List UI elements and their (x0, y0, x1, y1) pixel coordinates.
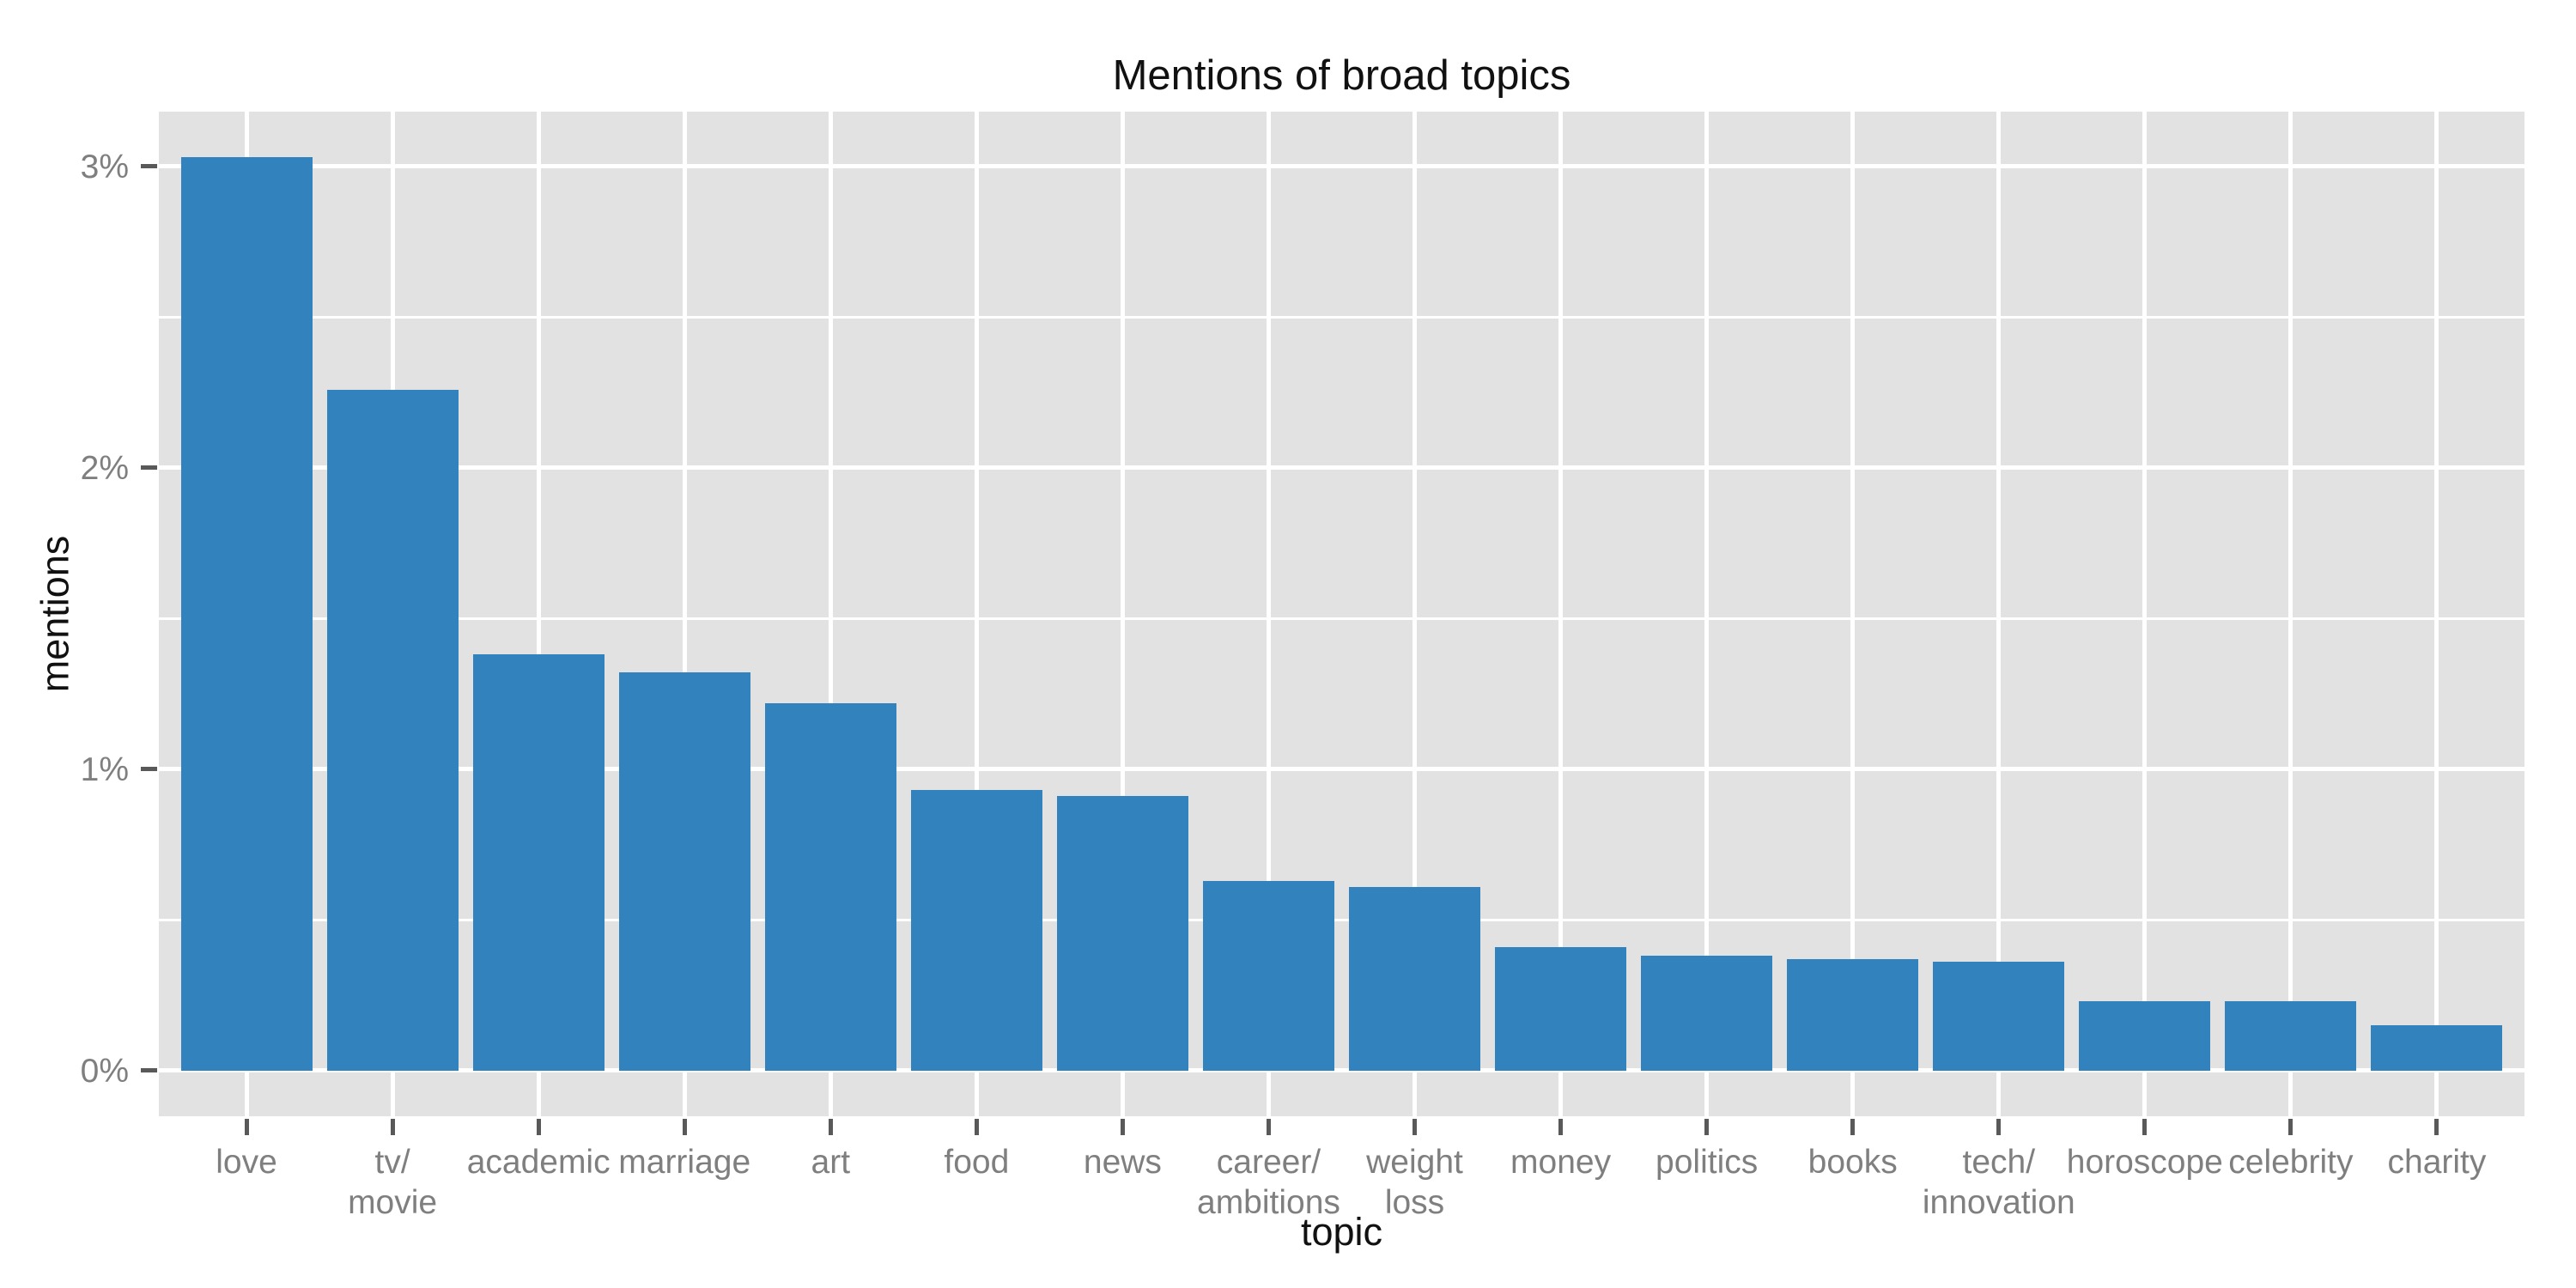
x-tick-label: tv/ movie (348, 1144, 438, 1221)
y-axis-tick (141, 465, 157, 471)
minor-gridline-horizontal (159, 617, 2524, 620)
major-gridline-horizontal (159, 767, 2524, 772)
x-tick-label: celebrity (2228, 1144, 2354, 1181)
y-tick-label: 1% (80, 750, 129, 788)
bar-money (1495, 946, 1627, 1071)
major-gridline-horizontal (159, 465, 2524, 471)
minor-gridline-horizontal (159, 315, 2524, 319)
bar-career-ambitions (1202, 880, 1334, 1071)
chart-title: Mentions of broad topics (1112, 52, 1571, 99)
minor-gridline-horizontal (159, 918, 2524, 921)
x-axis-title: topic (1300, 1210, 1383, 1254)
y-axis-tick (141, 767, 157, 772)
major-gridline-vertical (682, 112, 687, 1116)
x-tick-label: money (1510, 1144, 1612, 1181)
bar-books (1787, 958, 1919, 1071)
major-gridline-vertical (1266, 112, 1271, 1116)
x-axis-tick (1266, 1119, 1271, 1135)
x-tick-label: food (944, 1144, 1010, 1181)
major-gridline-vertical (536, 112, 541, 1116)
major-gridline-vertical (974, 112, 979, 1116)
x-tick-label: horoscope (2066, 1144, 2223, 1181)
major-gridline-vertical (1413, 112, 1418, 1116)
x-tick-label: news (1083, 1144, 1162, 1181)
y-tick-label: 0% (80, 1052, 129, 1090)
x-tick-label: charity (2387, 1144, 2487, 1181)
bar-news (1056, 796, 1188, 1071)
x-tick-label: love (216, 1144, 277, 1181)
bar-politics (1641, 956, 1773, 1071)
x-axis-tick (2288, 1119, 2293, 1135)
bar-horoscope (2079, 1000, 2211, 1071)
x-axis-tick (1120, 1119, 1125, 1135)
x-axis-tick (2434, 1119, 2439, 1135)
major-gridline-vertical (1850, 112, 1856, 1116)
x-axis-tick (1704, 1119, 1710, 1135)
major-gridline-vertical (1120, 112, 1125, 1116)
major-gridline-vertical (2288, 112, 2293, 1116)
x-tick-label: academic (466, 1144, 611, 1181)
bar-academic (472, 654, 605, 1071)
y-axis-title: mentions (33, 535, 77, 693)
bar-weight-loss (1349, 886, 1481, 1071)
bar-charity (2371, 1025, 2503, 1071)
x-tick-label: politics (1656, 1144, 1759, 1181)
major-gridline-vertical (2434, 112, 2439, 1116)
x-axis-tick (536, 1119, 541, 1135)
major-gridline-vertical (2142, 112, 2148, 1116)
x-axis-tick (828, 1119, 833, 1135)
bar-tech-innovation (1933, 962, 2065, 1071)
x-tick-label: art (811, 1144, 851, 1181)
major-gridline-vertical (1704, 112, 1710, 1116)
x-axis-tick (1558, 1119, 1564, 1135)
x-axis-tick (1996, 1119, 2002, 1135)
x-axis-tick (1850, 1119, 1856, 1135)
bar-celebrity (2225, 1000, 2357, 1071)
bar-art (764, 702, 896, 1071)
major-gridline-vertical (1558, 112, 1564, 1116)
x-axis-tick (2142, 1119, 2148, 1135)
y-tick-label: 3% (80, 148, 129, 185)
major-gridline-vertical (828, 112, 833, 1116)
major-gridline-vertical (1996, 112, 2002, 1116)
x-tick-label: books (1807, 1144, 1898, 1181)
x-tick-label: career/ ambitions (1197, 1144, 1340, 1221)
bar-love (180, 157, 313, 1071)
x-axis-tick (682, 1119, 687, 1135)
y-tick-label: 2% (80, 449, 129, 487)
bar-food (910, 790, 1042, 1071)
x-axis-tick (974, 1119, 979, 1135)
x-tick-label: weight loss (1366, 1144, 1463, 1221)
x-tick-label: tech/ innovation (1922, 1144, 2075, 1221)
x-axis-tick (390, 1119, 395, 1135)
y-axis-tick (141, 164, 157, 169)
bar-tv-movie (326, 389, 459, 1071)
y-axis-tick (141, 1068, 157, 1073)
x-axis-tick (244, 1119, 249, 1135)
major-gridline-horizontal (159, 1068, 2524, 1073)
x-tick-label: marriage (618, 1144, 751, 1181)
plot-panel (159, 112, 2524, 1116)
x-axis-tick (1413, 1119, 1418, 1135)
major-gridline-horizontal (159, 164, 2524, 169)
bar-marriage (618, 672, 750, 1071)
